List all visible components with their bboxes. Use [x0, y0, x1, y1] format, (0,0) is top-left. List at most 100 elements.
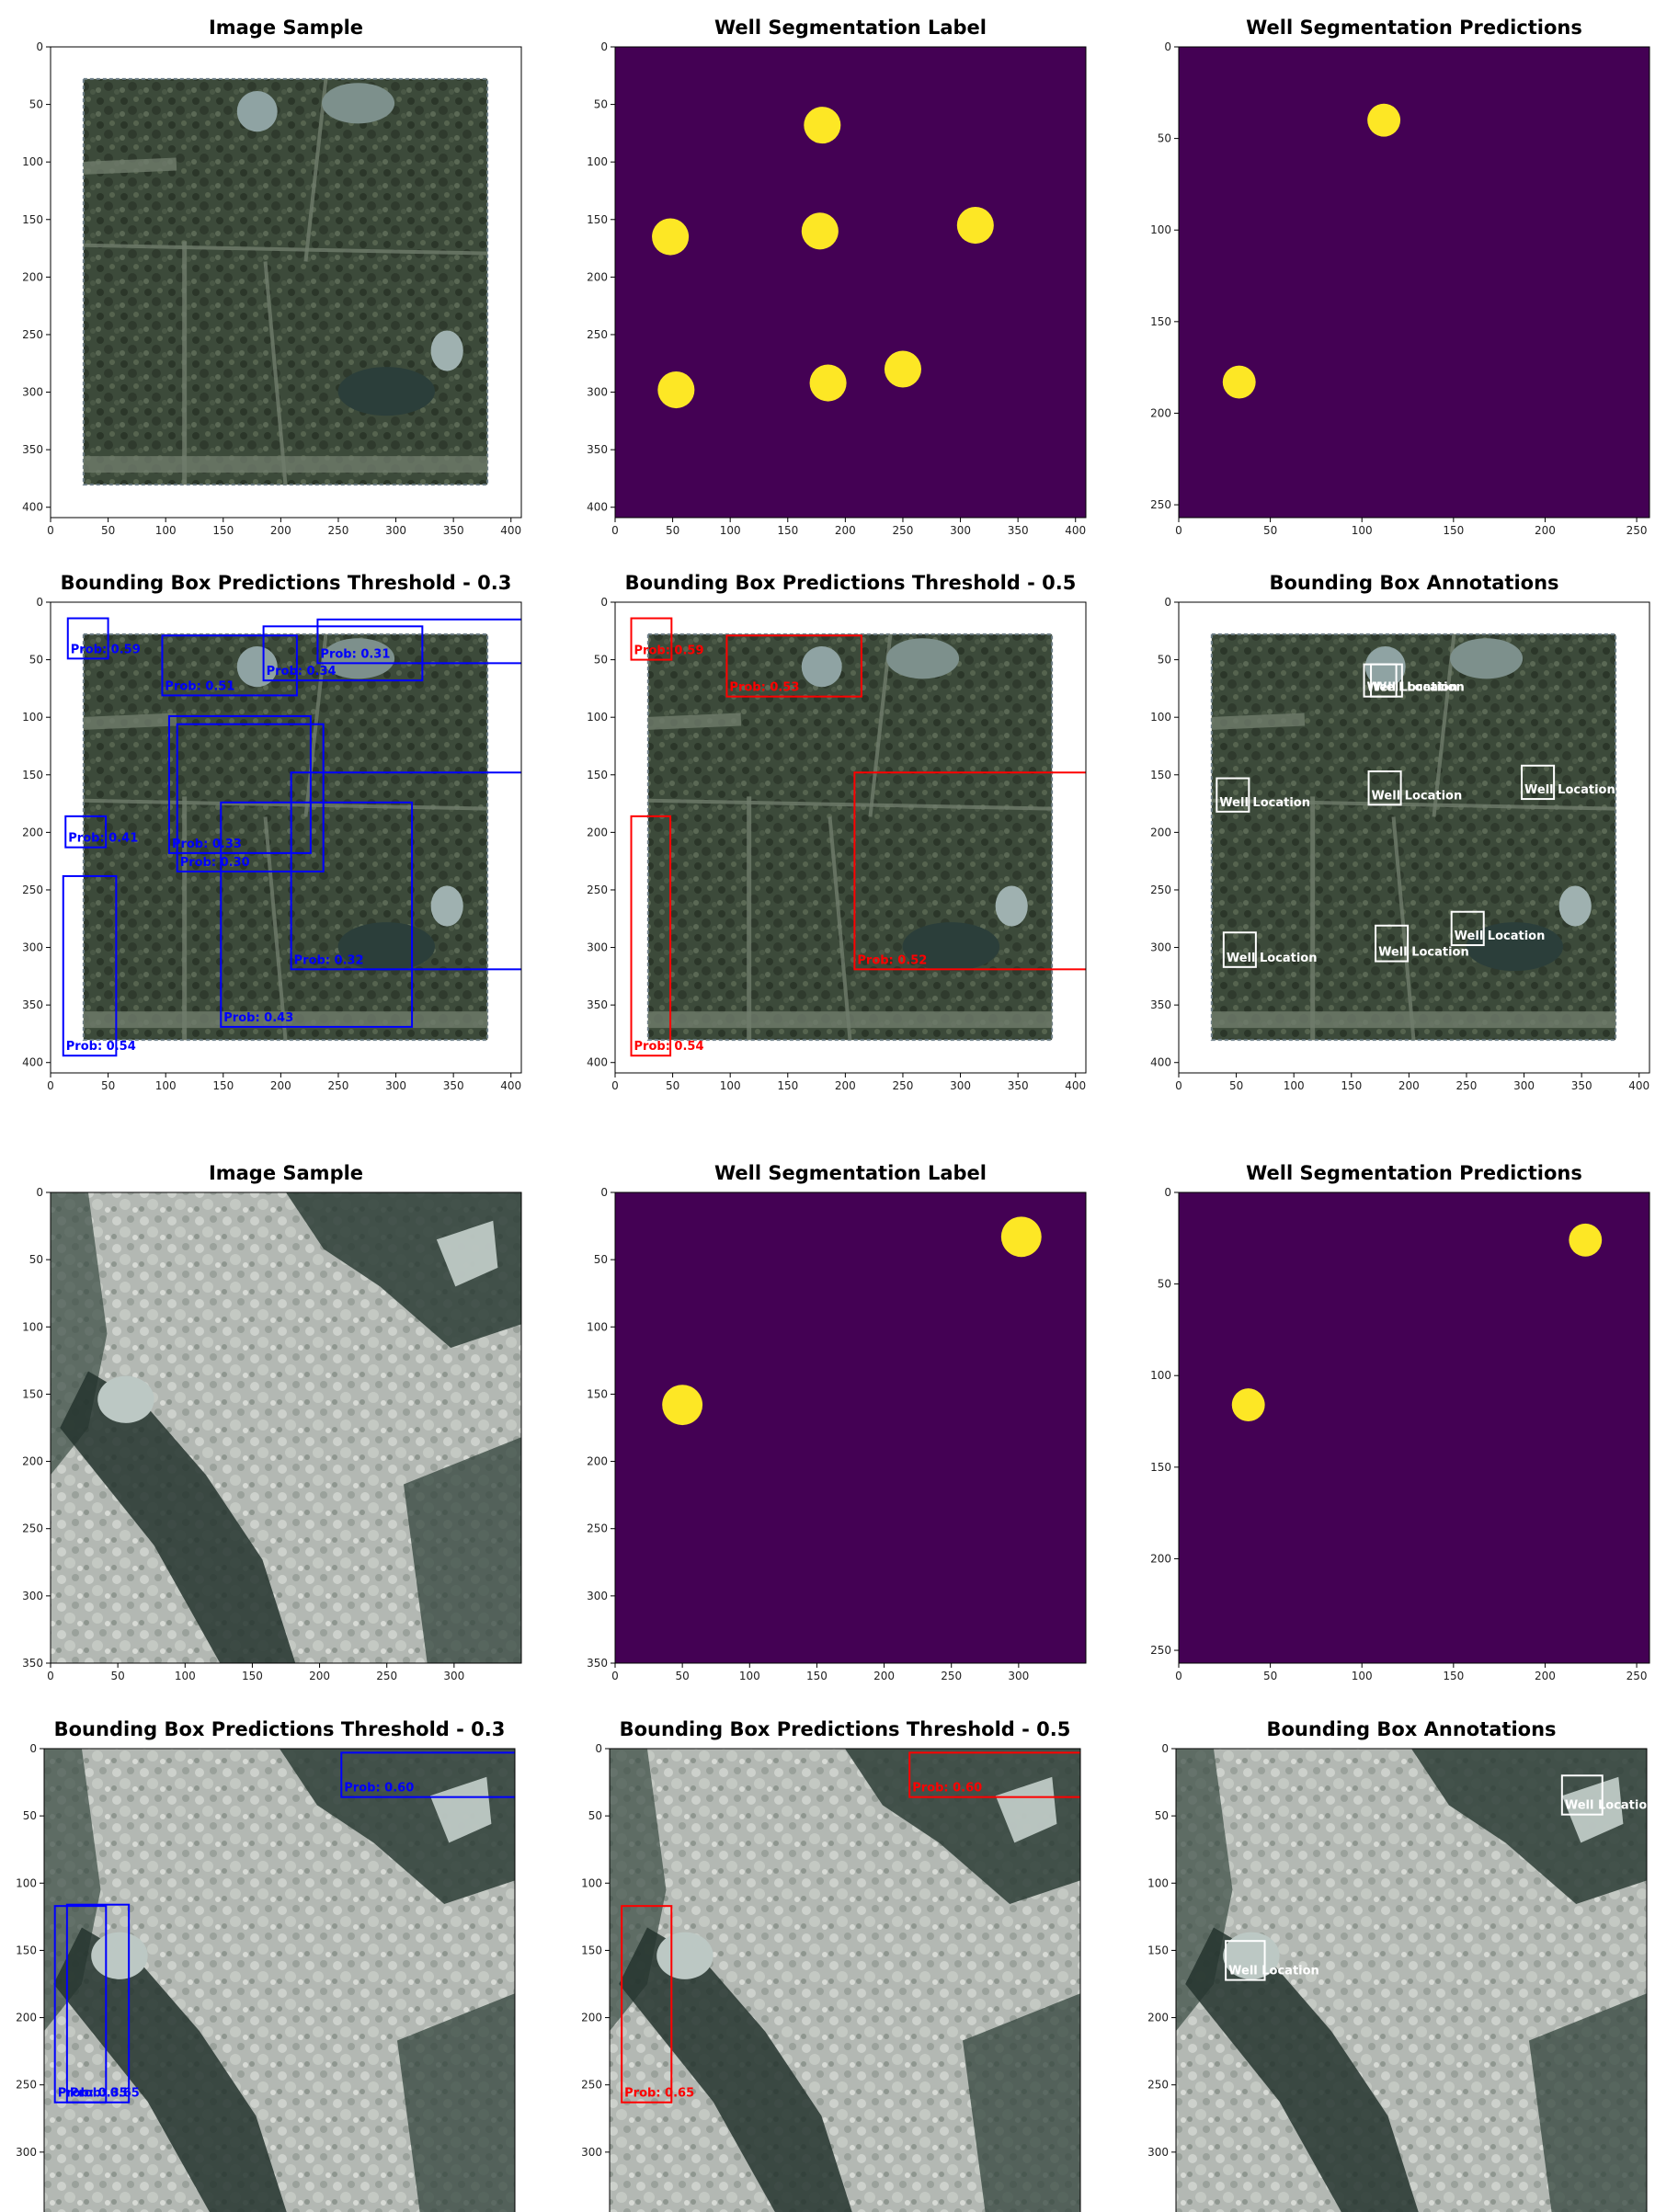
- x-tick-label: 250: [376, 1670, 397, 1682]
- y-tick-label: 50: [594, 654, 608, 667]
- y-tick-label: 400: [587, 501, 608, 514]
- box-label: Prob: 0.65: [624, 2087, 694, 2101]
- y-tick-label: 150: [1147, 1944, 1169, 1956]
- box-label: Prob: 0.54: [66, 1040, 136, 1054]
- mask-background: [1179, 1192, 1649, 1663]
- chart-title: Bounding Box Annotations: [1266, 1718, 1556, 1740]
- x-tick-label: 50: [1229, 1079, 1243, 1092]
- y-tick-label: 250: [1150, 498, 1171, 511]
- x-tick-label: 150: [212, 1079, 234, 1092]
- pale-patch: [1450, 638, 1523, 678]
- well-blob: [810, 365, 847, 402]
- box-label: Well Location: [1228, 1965, 1319, 1978]
- x-tick-label: 100: [155, 1079, 177, 1092]
- box-label: Prob: 0.60: [344, 1782, 414, 1796]
- well-blob: [802, 212, 839, 249]
- panel: Well Segmentation Predictions05010015020…: [1150, 1162, 1649, 1682]
- y-tick-label: 0: [1164, 596, 1171, 609]
- chart-title: Bounding Box Predictions Threshold - 0.3: [61, 572, 512, 594]
- y-tick-label: 50: [1158, 132, 1171, 145]
- box-label: Prob: 0.31: [320, 647, 390, 661]
- y-tick-label: 250: [22, 1522, 43, 1535]
- x-tick-label: 150: [212, 524, 234, 537]
- panel: Well Segmentation Label05010015020025030…: [587, 1162, 1086, 1682]
- y-tick-label: 300: [22, 386, 43, 399]
- chart-title: Image Sample: [209, 17, 363, 39]
- well-blob: [1569, 1224, 1602, 1257]
- y-tick-label: 0: [600, 1186, 608, 1199]
- y-tick-label: 50: [29, 98, 43, 111]
- x-tick-label: 50: [1263, 524, 1277, 537]
- y-tick-label: 350: [22, 443, 43, 456]
- y-tick-label: 250: [587, 328, 608, 341]
- x-tick-label: 100: [1352, 1670, 1373, 1682]
- mask-background: [1179, 47, 1649, 518]
- plot-area: Prob: 0.59Prob: 0.53Prob: 0.52Prob: 0.54: [615, 602, 1094, 1073]
- panel: Bounding Box AnnotationsWell LocationWel…: [1150, 572, 1649, 1092]
- y-tick-label: 200: [587, 1455, 608, 1468]
- aerial-photo: [1212, 634, 1615, 1040]
- box-label: Well Location: [1227, 952, 1318, 965]
- y-tick-label: 200: [581, 2012, 602, 2024]
- y-tick-label: 50: [594, 1253, 608, 1266]
- y-tick-label: 350: [22, 1657, 43, 1670]
- y-tick-label: 200: [1150, 406, 1171, 419]
- x-tick-label: 200: [309, 1670, 330, 1682]
- x-tick-label: 250: [941, 1670, 962, 1682]
- box-label: Prob: 0.30: [180, 856, 250, 870]
- x-tick-label: 400: [1065, 1079, 1086, 1092]
- y-tick-label: 250: [587, 1522, 608, 1535]
- aerial-photo: [648, 634, 1052, 1040]
- y-tick-label: 150: [1150, 769, 1171, 781]
- y-tick-label: 150: [22, 1387, 43, 1400]
- pale-patch: [431, 330, 463, 371]
- x-tick-label: 100: [1284, 1079, 1305, 1092]
- x-tick-label: 250: [893, 524, 914, 537]
- y-tick-label: 250: [1150, 884, 1171, 896]
- chart-title: Bounding Box Predictions Threshold - 0.3: [54, 1718, 506, 1740]
- y-tick-label: 400: [587, 1056, 608, 1069]
- x-tick-label: 50: [111, 1670, 125, 1682]
- road: [648, 719, 741, 723]
- y-tick-label: 0: [1164, 1186, 1171, 1199]
- y-tick-label: 0: [600, 596, 608, 609]
- x-tick-label: 150: [1341, 1079, 1362, 1092]
- mask-background: [615, 47, 1086, 518]
- plot-area: [51, 47, 521, 518]
- x-tick-label: 300: [950, 524, 971, 537]
- box-label: Prob: 0.65: [70, 2087, 140, 2101]
- y-tick-label: 250: [587, 884, 608, 896]
- y-tick-label: 150: [587, 213, 608, 226]
- figure: Image Sample 0 50 100 150 200 250 300 350 400 0 50 1…: [0, 0, 1678, 2212]
- box-label: Prob: 0.54: [634, 1040, 704, 1054]
- chart-title: Well Segmentation Label: [714, 1162, 987, 1184]
- box-label: Well Location: [1374, 681, 1465, 695]
- pale-patch: [431, 885, 463, 926]
- y-tick-label: 400: [22, 1056, 43, 1069]
- box-label: Prob: 0.33: [172, 838, 242, 851]
- x-tick-label: 200: [835, 524, 856, 537]
- x-tick-label: 350: [1008, 1079, 1029, 1092]
- x-tick-label: 100: [739, 1670, 760, 1682]
- y-tick-label: 50: [23, 1809, 37, 1822]
- y-tick-label: 300: [1150, 941, 1171, 954]
- x-tick-label: 400: [1065, 524, 1086, 537]
- road: [1212, 719, 1305, 723]
- x-tick-label: 200: [270, 1079, 291, 1092]
- y-tick-label: 150: [587, 1387, 608, 1400]
- panel: Bounding Box Predictions Threshold - 0.5…: [581, 1718, 1174, 2212]
- y-tick-label: 300: [22, 941, 43, 954]
- x-tick-label: 200: [1535, 1670, 1556, 1682]
- y-tick-label: 400: [1150, 1056, 1171, 1069]
- x-tick-label: 300: [385, 524, 406, 537]
- y-tick-label: 0: [600, 40, 608, 53]
- y-tick-label: 350: [587, 1657, 608, 1670]
- box-label: Well Location: [1455, 929, 1546, 943]
- x-tick-label: 0: [611, 1670, 619, 1682]
- box-label: Prob: 0.51: [165, 679, 234, 693]
- plot-area: Well LocationWell Location: [1176, 1749, 1656, 2212]
- pale-patch: [802, 646, 842, 687]
- y-tick-label: 300: [1147, 2146, 1169, 2159]
- x-tick-label: 0: [47, 1670, 54, 1682]
- y-tick-label: 200: [587, 270, 608, 283]
